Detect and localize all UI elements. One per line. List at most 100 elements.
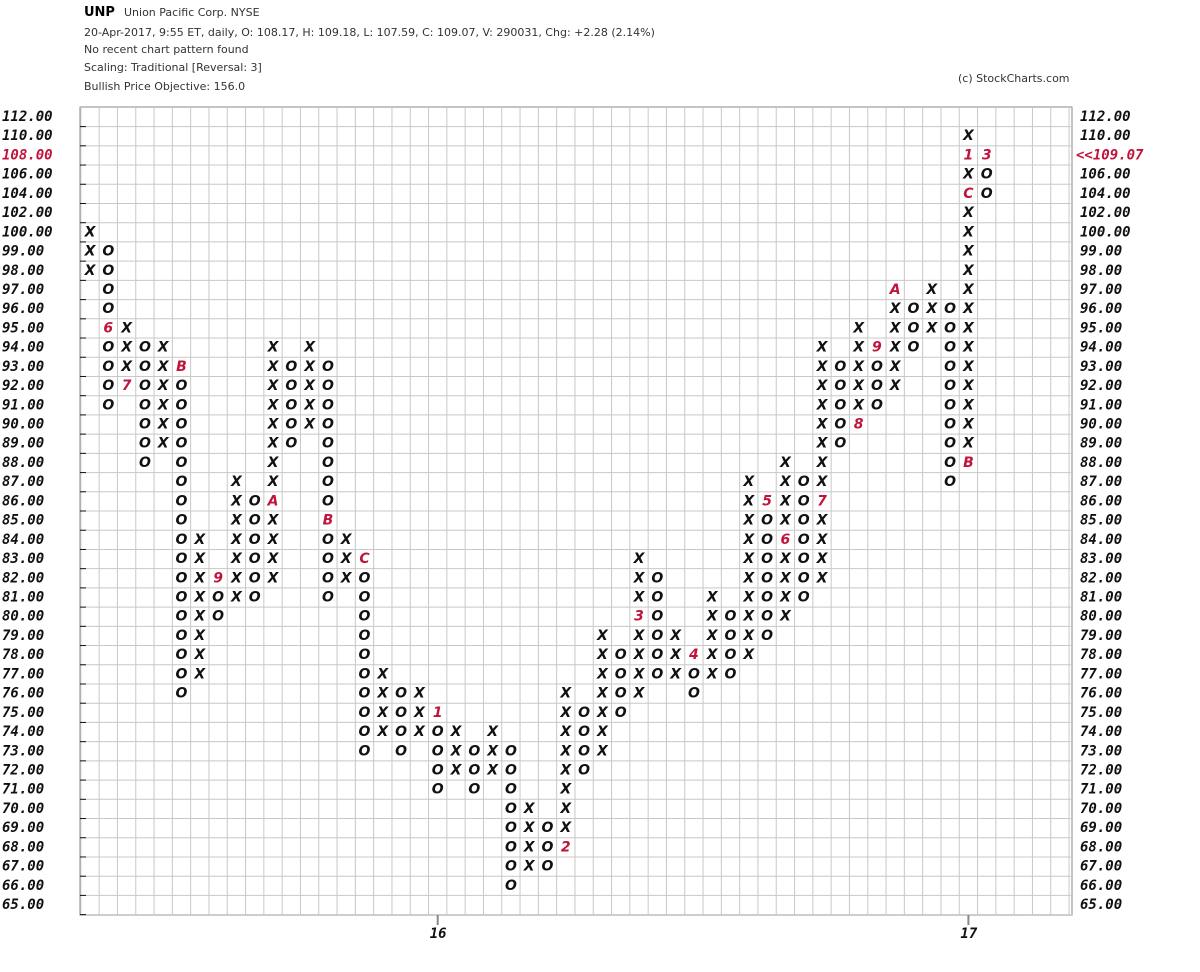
x-box: X — [669, 647, 682, 663]
month-marker: 3 — [982, 147, 992, 163]
x-box: X — [633, 590, 646, 606]
y-tick-label: 108.00 — [2, 147, 53, 163]
o-box: O — [322, 474, 334, 490]
y-tick-label: 66.00 — [2, 878, 44, 894]
x-box: X — [157, 436, 170, 452]
x-box: X — [267, 340, 280, 356]
o-box: O — [615, 686, 627, 702]
month-marker: A — [267, 493, 279, 509]
o-box: O — [871, 397, 883, 413]
o-box: O — [285, 417, 297, 433]
y-tick-label: 69.00 — [1080, 820, 1122, 836]
o-box: O — [176, 513, 188, 529]
y-tick-label: 93.00 — [1080, 359, 1122, 375]
y-tick-label: 92.00 — [1080, 378, 1122, 394]
x-box: X — [193, 609, 206, 625]
o-box: O — [176, 590, 188, 606]
pf-column: XXX — [84, 224, 97, 278]
x-box: X — [706, 666, 719, 682]
y-tick-label: 83.00 — [1080, 551, 1122, 567]
y-tick-label: 94.00 — [1080, 340, 1122, 356]
x-box: X — [303, 378, 316, 394]
o-box: O — [249, 570, 261, 586]
x-box: X — [962, 205, 975, 221]
pf-column: OOO — [542, 820, 554, 874]
o-box: O — [542, 859, 554, 875]
o-box: O — [359, 705, 371, 721]
month-marker: 8 — [854, 417, 864, 433]
x-box: X — [633, 628, 646, 644]
x-box: X — [779, 474, 792, 490]
pf-column: XXX — [486, 724, 499, 778]
x-box: X — [267, 417, 280, 433]
x-box: X — [962, 359, 975, 375]
o-box: O — [212, 609, 224, 625]
y-tick-label: 106.00 — [1080, 167, 1131, 183]
x-box: X — [559, 724, 572, 740]
x-box: X — [742, 590, 755, 606]
y-tick-label: 67.00 — [2, 859, 44, 875]
o-box: O — [322, 493, 334, 509]
o-box: O — [139, 397, 151, 413]
x-tick-label: 16 — [430, 926, 447, 942]
o-box: O — [651, 570, 663, 586]
o-box: O — [834, 397, 846, 413]
o-box: O — [834, 378, 846, 394]
o-box: O — [871, 359, 883, 375]
x-box: X — [267, 532, 280, 548]
x-box: X — [706, 647, 719, 663]
o-box: O — [102, 378, 114, 394]
x-box: X — [962, 397, 975, 413]
y-tick-label: 72.00 — [1080, 762, 1122, 778]
y-tick-label: 79.00 — [1080, 628, 1122, 644]
o-box: O — [651, 609, 663, 625]
o-box: O — [212, 590, 224, 606]
y-tick-label: 74.00 — [2, 724, 44, 740]
x-box: X — [962, 167, 975, 183]
month-marker: 1 — [433, 705, 443, 721]
o-box: O — [505, 878, 517, 894]
x-box: X — [779, 493, 792, 509]
y-tick-label: 104.00 — [2, 186, 53, 202]
o-box: O — [359, 666, 371, 682]
month-marker: 4 — [688, 647, 699, 663]
x-box: X — [816, 340, 829, 356]
o-box: O — [432, 782, 444, 798]
month-marker: 7 — [122, 378, 132, 394]
x-box: X — [230, 570, 243, 586]
o-box: O — [176, 417, 188, 433]
y-tick-label: 81.00 — [2, 590, 44, 606]
y-tick-label: 96.00 — [2, 301, 44, 317]
x-box: X — [852, 378, 865, 394]
y-tick-label: 72.00 — [2, 762, 44, 778]
y-tick-label: 90.00 — [1080, 417, 1122, 433]
x-box: X — [742, 532, 755, 548]
x-box: X — [413, 724, 426, 740]
o-box: O — [176, 532, 188, 548]
x-box: X — [193, 666, 206, 682]
x-box: X — [450, 724, 463, 740]
y-tick-label: 77.00 — [1080, 666, 1122, 682]
o-box: O — [322, 532, 334, 548]
o-box: O — [176, 551, 188, 567]
x-box: X — [267, 570, 280, 586]
y-tick-label: 100.00 — [2, 224, 53, 240]
o-box: O — [725, 647, 737, 663]
o-box: O — [944, 397, 956, 413]
o-box: O — [761, 609, 773, 625]
x-box: X — [559, 743, 572, 759]
y-tick-label: 76.00 — [1080, 686, 1122, 702]
month-marker: C — [359, 551, 370, 567]
o-box: O — [176, 609, 188, 625]
x-box: X — [962, 320, 975, 336]
